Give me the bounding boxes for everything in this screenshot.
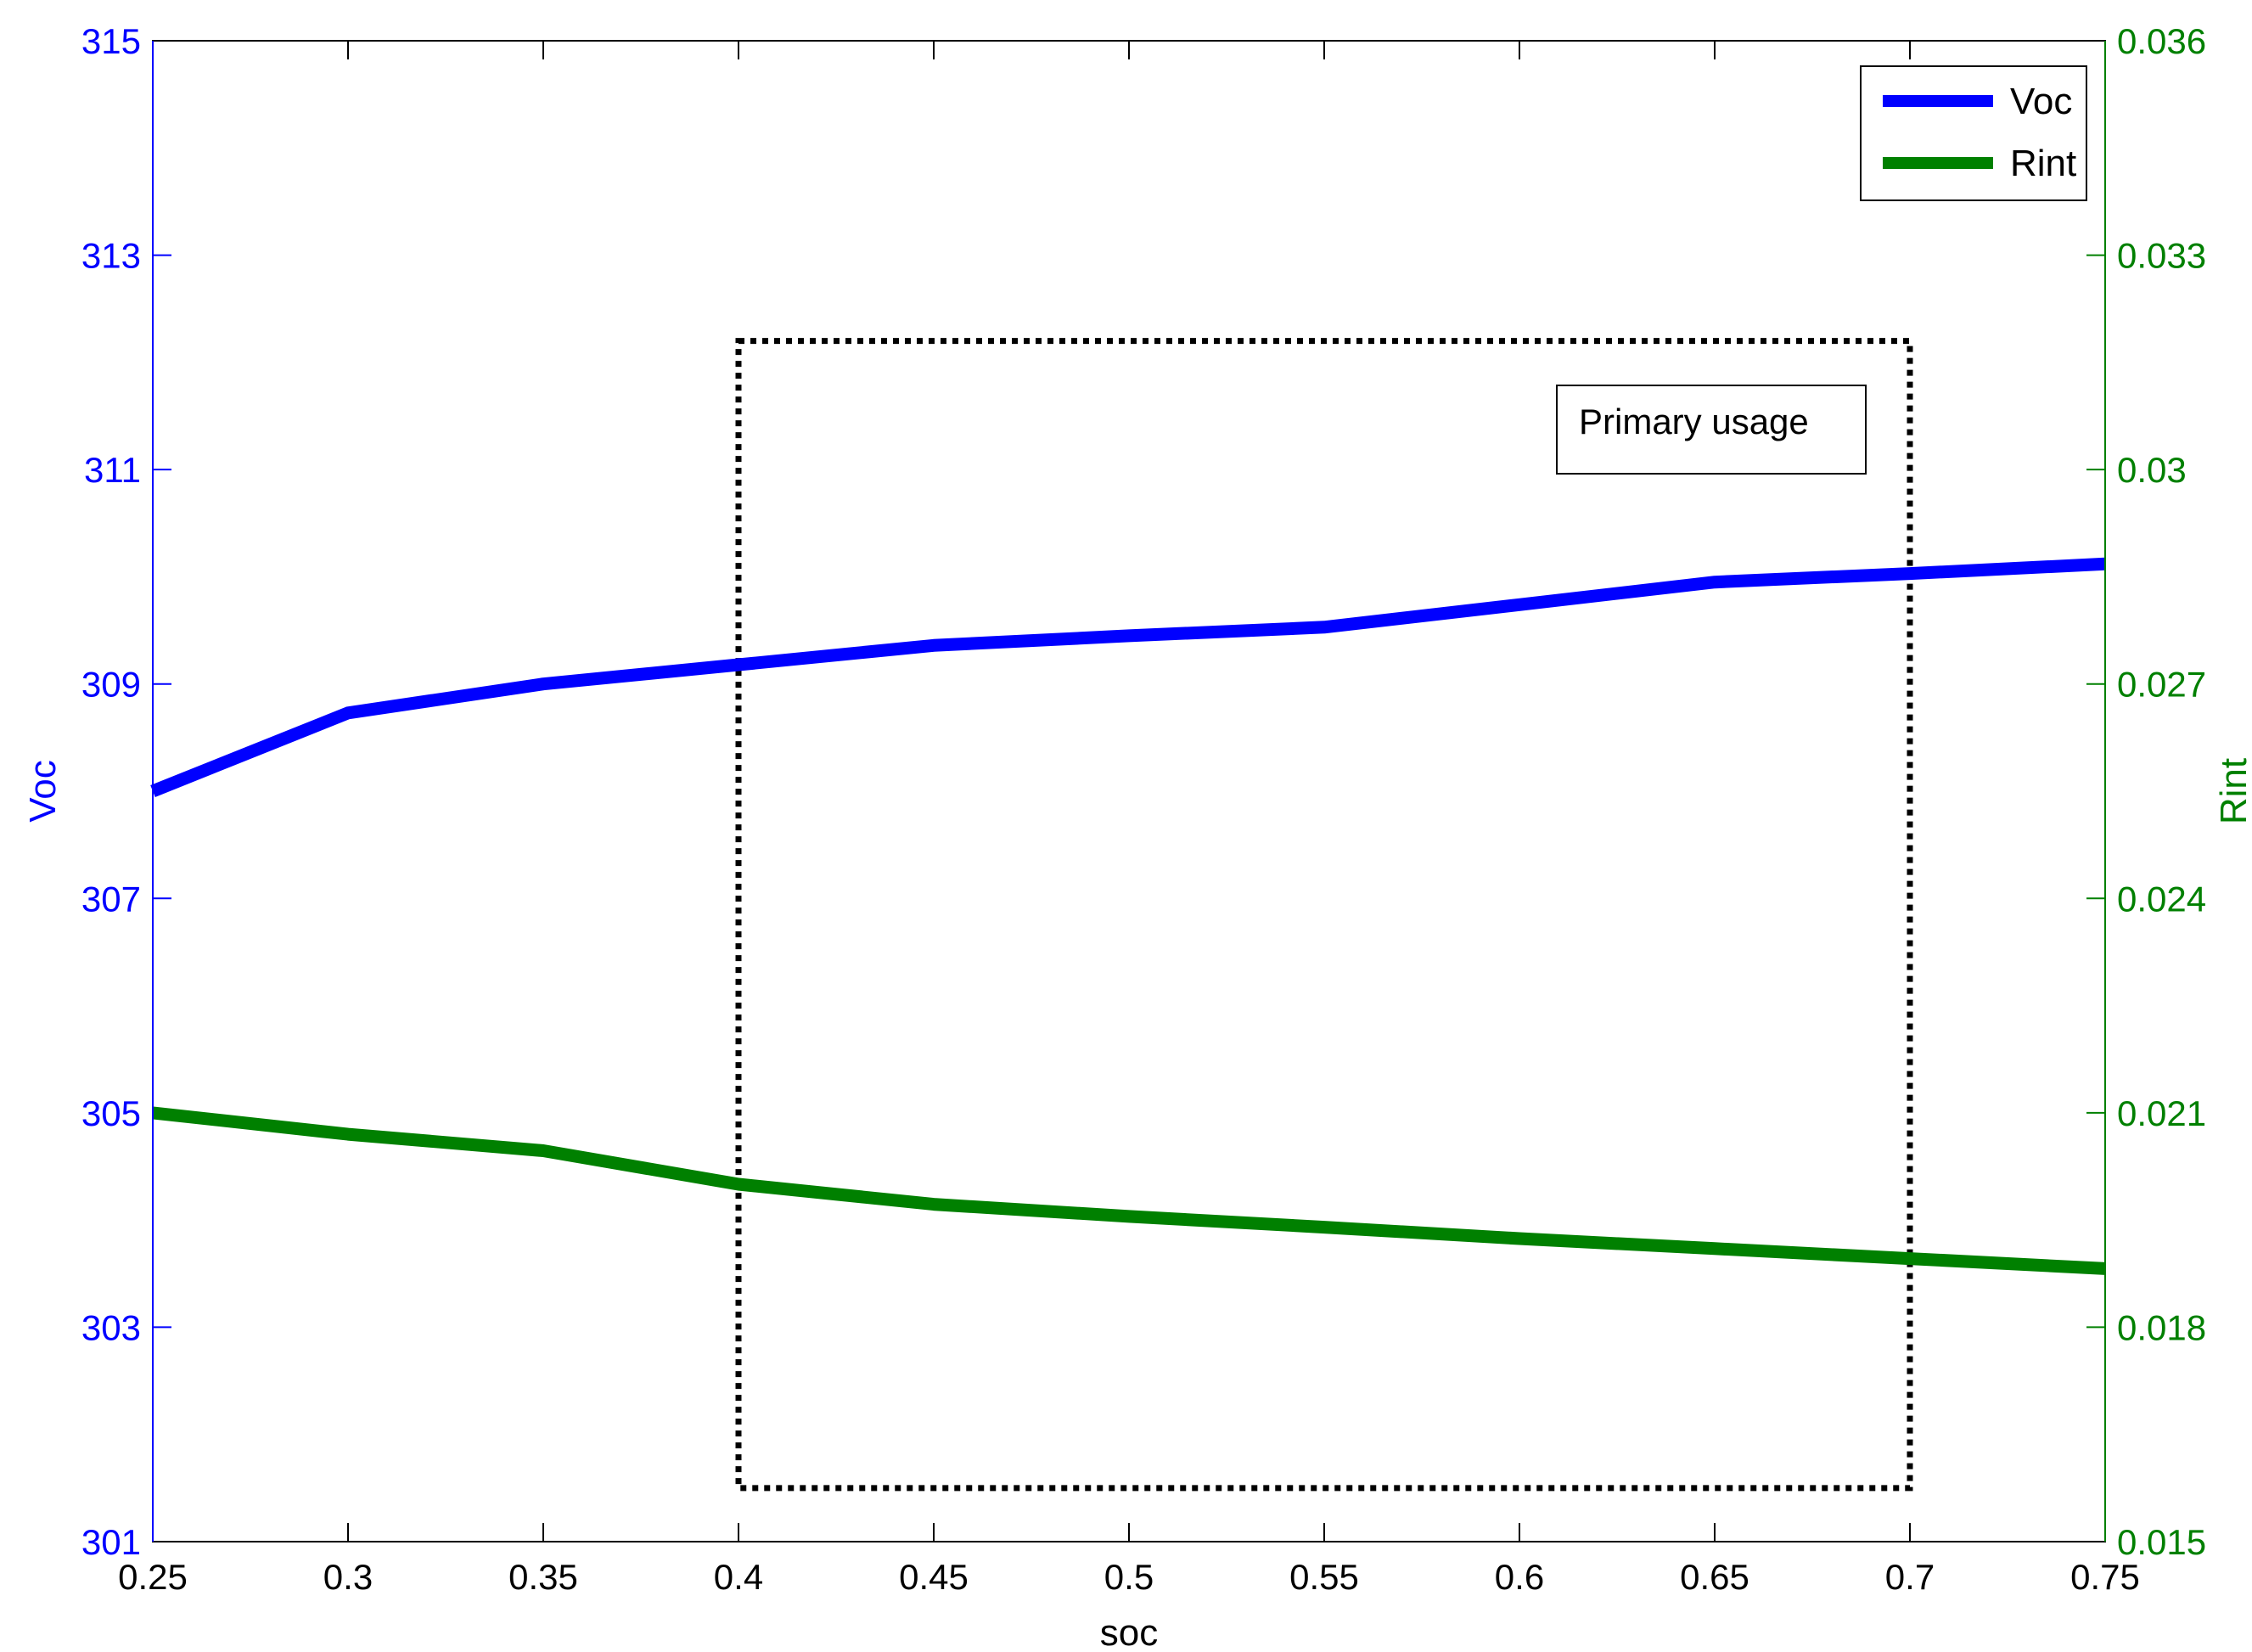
y-left-axis-title: Voc <box>22 760 64 822</box>
x-tick-label: 0.65 <box>1680 1557 1749 1597</box>
x-tick-label: 0.35 <box>508 1557 578 1597</box>
series-line-voc <box>150 557 2106 797</box>
x-tick-label: 0.5 <box>1104 1557 1154 1597</box>
x-tick-label: 0.3 <box>323 1557 373 1597</box>
x-tick-label: 0.6 <box>1495 1557 1544 1597</box>
legend-label-rint: Rint <box>2010 143 2076 184</box>
y-left-tick-label: 313 <box>81 236 141 276</box>
x-tick-label: 0.55 <box>1289 1557 1359 1597</box>
y-right-tick-label: 0.024 <box>2117 879 2206 919</box>
y-right-tick-label: 0.018 <box>2117 1307 2206 1347</box>
y-left-tick-label: 315 <box>81 21 141 61</box>
plot-area <box>153 41 2105 1542</box>
y-right-tick-label: 0.03 <box>2117 450 2187 490</box>
legend-label-voc: Voc <box>2010 81 2072 122</box>
series-lines <box>150 557 2106 1275</box>
y-left-tick-label: 305 <box>81 1093 141 1133</box>
y-right-axis-title: Rint <box>2213 758 2252 824</box>
y-right-tick-labels: 0.015 0.018 0.021 0.024 0.027 0.03 0.033 0.036 <box>2117 21 2206 1562</box>
y-right-tick-label: 0.033 <box>2117 236 2206 276</box>
y-left-tick-label: 311 <box>84 450 141 490</box>
annotation-region <box>735 338 1913 1492</box>
x-tick-label: 0.4 <box>714 1557 763 1597</box>
x-tick-label: 0.7 <box>1885 1557 1935 1597</box>
primary-usage-region <box>735 338 1913 1492</box>
y-left-tick-label: 303 <box>81 1307 141 1347</box>
annotation-text: Primary usage <box>1579 402 1809 441</box>
y-left-tick-label: 309 <box>81 665 141 705</box>
legend: Voc Rint <box>1860 65 2087 201</box>
x-axis-title: soc <box>1100 1612 1158 1652</box>
x-tick-label: 0.75 <box>2070 1557 2140 1597</box>
y-right-tick-label: 0.015 <box>2117 1522 2206 1562</box>
y-right-tick-label: 0.021 <box>2117 1093 2206 1133</box>
annotation-box-frame <box>1556 385 1867 475</box>
annotation-box: Primary usage <box>1556 385 1867 475</box>
x-tick-label: 0.25 <box>118 1557 188 1597</box>
x-tick-labels: 0.25 0.3 0.35 0.4 0.45 0.5 0.55 0.6 0.65 0.7 0.75 <box>118 1557 2140 1597</box>
y-left-tick-labels: 301 303 305 307 309 311 313 315 <box>81 21 141 1562</box>
y-left-tick-label: 301 <box>81 1522 141 1562</box>
x-tick-label: 0.45 <box>899 1557 969 1597</box>
legend-frame <box>1860 65 2087 201</box>
y-left-tick-label: 307 <box>81 879 141 919</box>
y-right-tick-label: 0.036 <box>2117 21 2206 61</box>
series-line-rint <box>152 1106 2106 1275</box>
y-right-tick-label: 0.027 <box>2117 665 2206 705</box>
